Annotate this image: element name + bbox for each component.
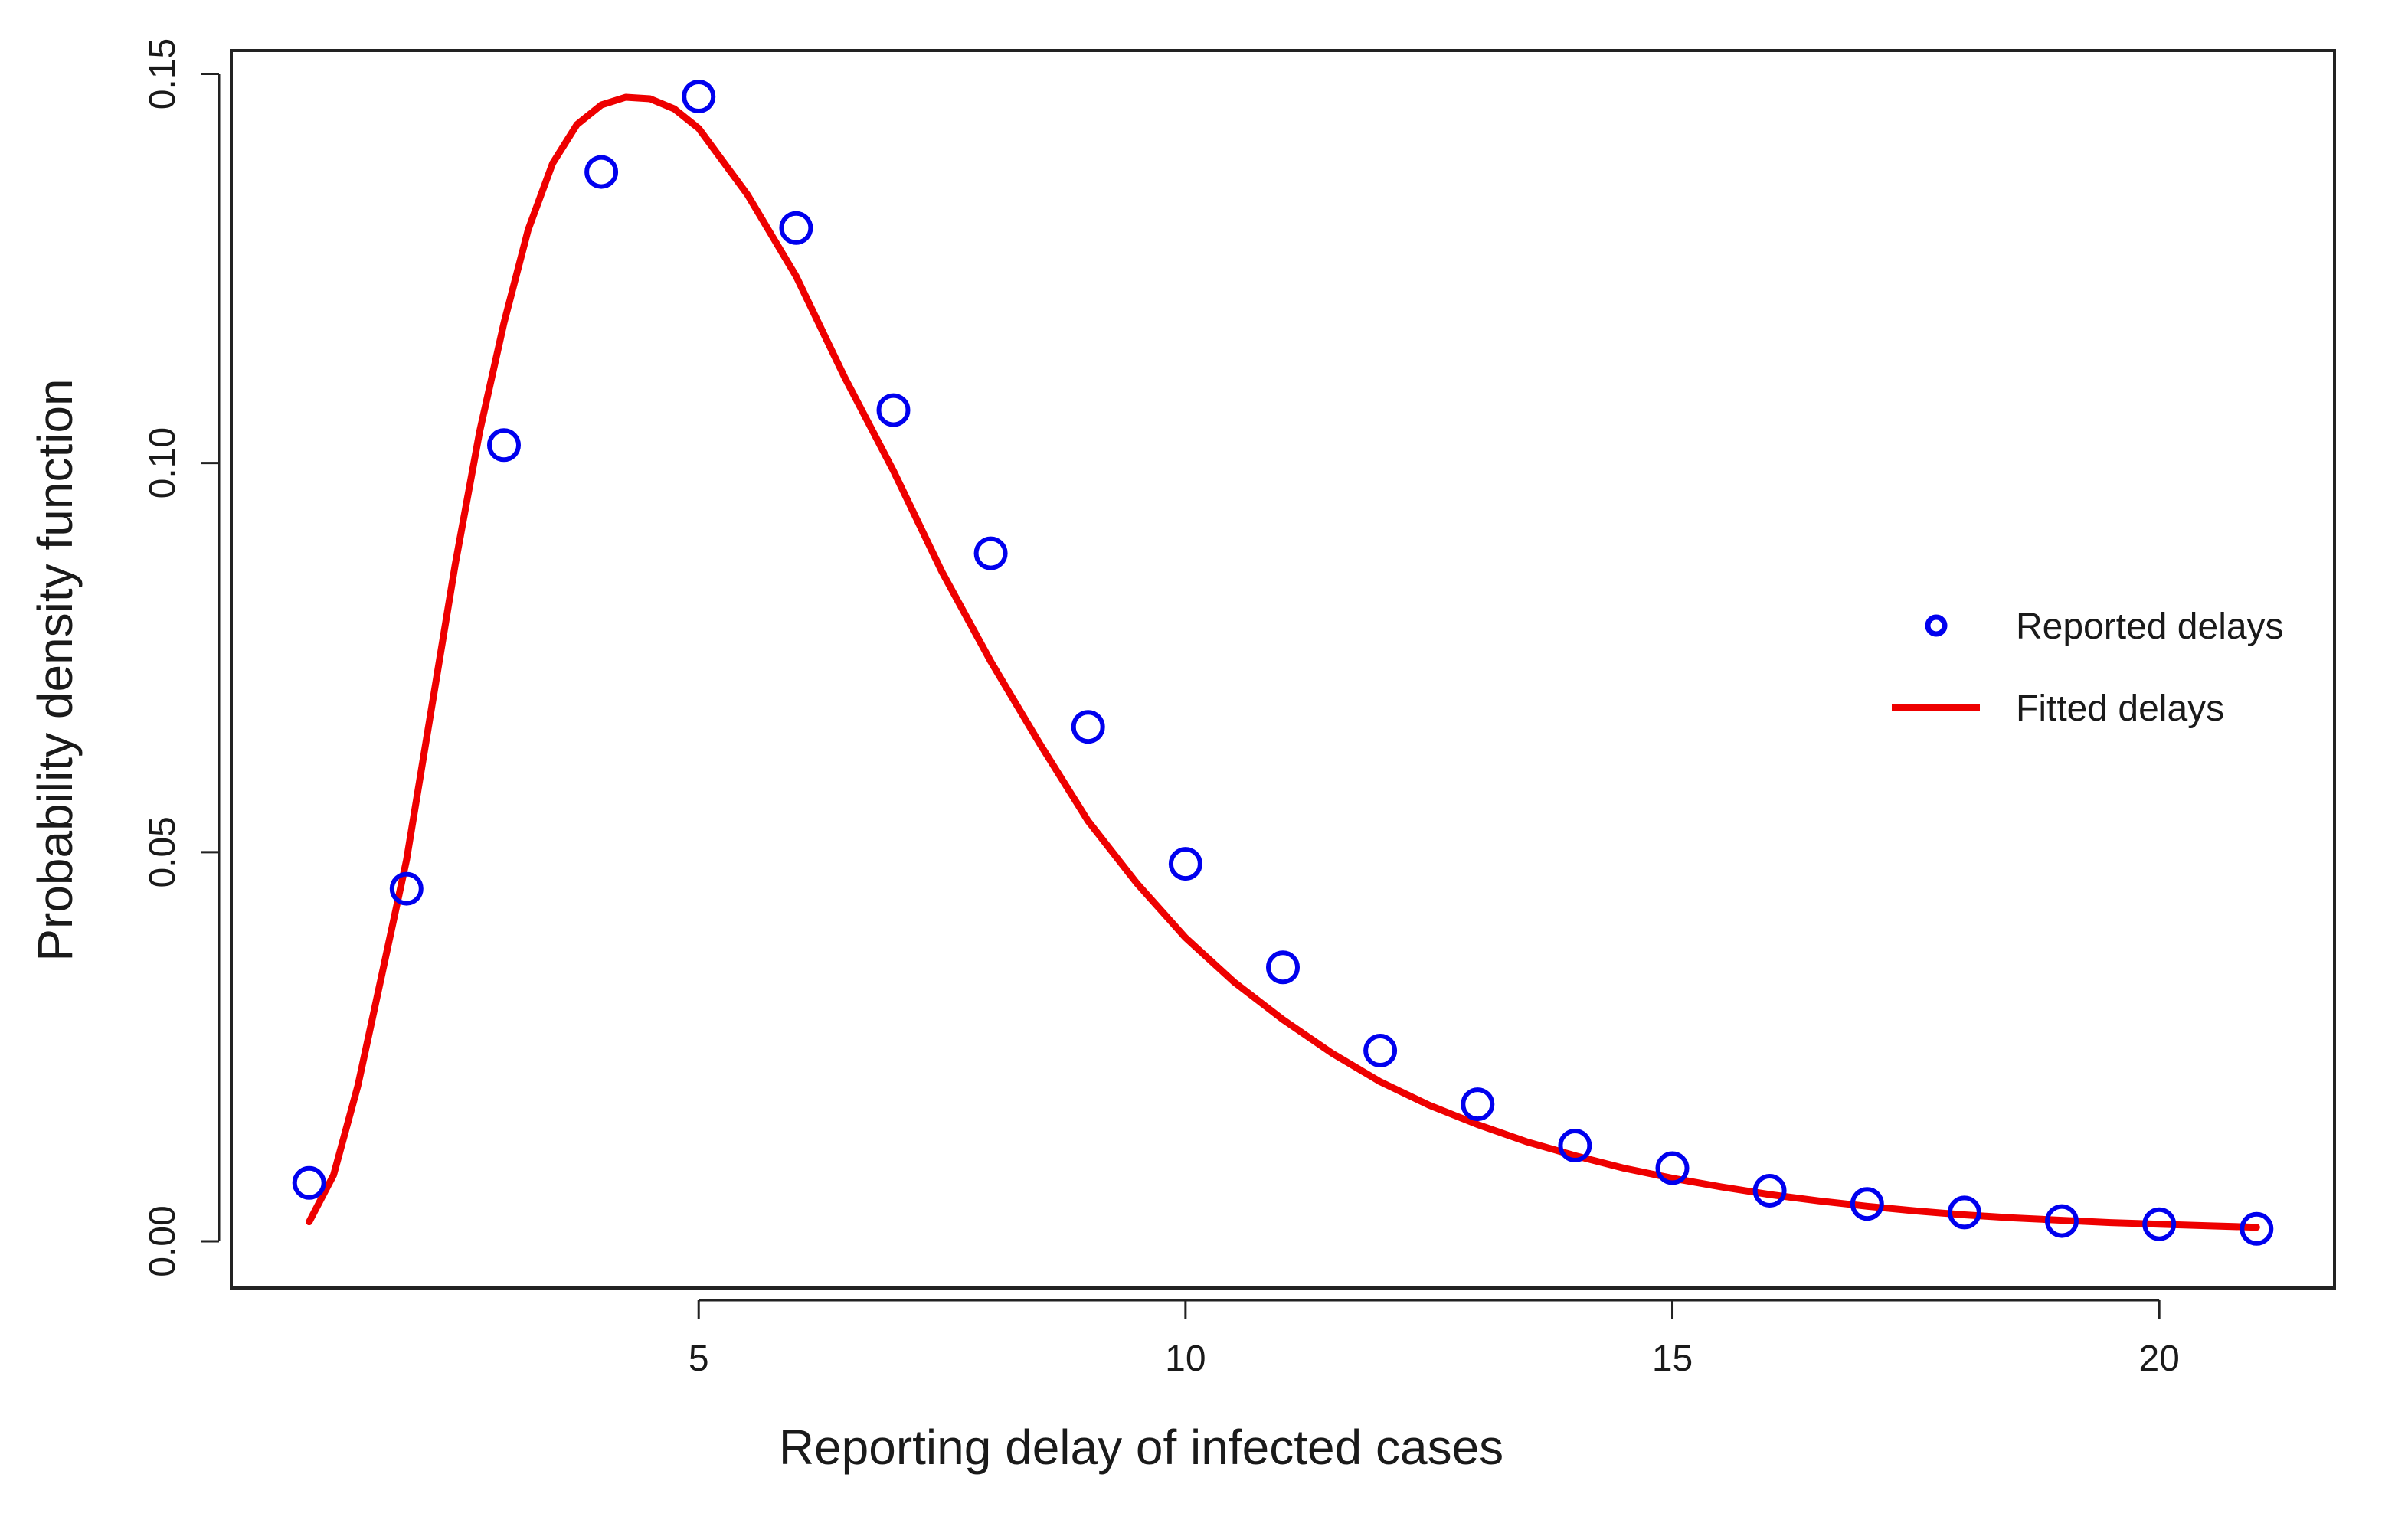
x-axis: 5 10 15 20 xyxy=(689,1299,2180,1379)
y-tick-label: 0.15 xyxy=(142,38,183,110)
plot-frame xyxy=(230,49,2336,1290)
legend-label-reported: Reported delays xyxy=(2016,606,2284,647)
fitted-delays-line xyxy=(306,93,2260,1231)
reported-delay-point xyxy=(1850,1187,1884,1221)
series-layer xyxy=(292,80,2274,1246)
reported-delay-point xyxy=(389,871,424,906)
legend-marker-reported xyxy=(1925,614,1948,637)
reported-delay-point xyxy=(1655,1151,1690,1185)
reported-delay-point xyxy=(2240,1211,2274,1246)
reported-delay-point xyxy=(973,536,1008,570)
x-axis-label: Reporting delay of infected cases xyxy=(779,1420,1503,1475)
x-tick-label: 5 xyxy=(689,1339,709,1379)
x-tick-label: 20 xyxy=(2138,1339,2179,1379)
y-tick-label: 0.05 xyxy=(142,816,183,887)
y-tick-label: 0.10 xyxy=(142,427,183,498)
reported-delay-point xyxy=(876,393,911,427)
y-axis-label: Probability density function xyxy=(28,378,83,961)
x-tick-label: 10 xyxy=(1165,1339,1206,1379)
reported-delay-point xyxy=(1752,1174,1787,1208)
reported-delay-point xyxy=(1558,1129,1592,1162)
x-tick-label: 15 xyxy=(1652,1339,1693,1379)
reported-delay-point xyxy=(1947,1195,1981,1230)
reported-delay-point xyxy=(584,155,619,189)
reported-delay-point xyxy=(1071,710,1105,744)
reported-delay-point xyxy=(2045,1204,2079,1238)
legend: Reported delays Fitted delays xyxy=(1892,606,2284,729)
reported-delay-point xyxy=(682,80,716,113)
reported-delay-point xyxy=(2142,1207,2177,1241)
reported-delay-point xyxy=(487,428,521,463)
reported-delay-point xyxy=(1363,1034,1398,1067)
reported-delay-point xyxy=(1266,950,1300,985)
reported-delay-point xyxy=(779,211,813,245)
reported-delay-point xyxy=(1461,1087,1495,1122)
reported-delay-point xyxy=(1168,847,1202,881)
reported-delay-point xyxy=(292,1165,326,1200)
y-axis: 0.00 0.05 0.10 0.15 xyxy=(142,38,221,1277)
y-tick-label: 0.00 xyxy=(142,1205,183,1276)
legend-label-fitted: Fitted delays xyxy=(2016,688,2224,729)
